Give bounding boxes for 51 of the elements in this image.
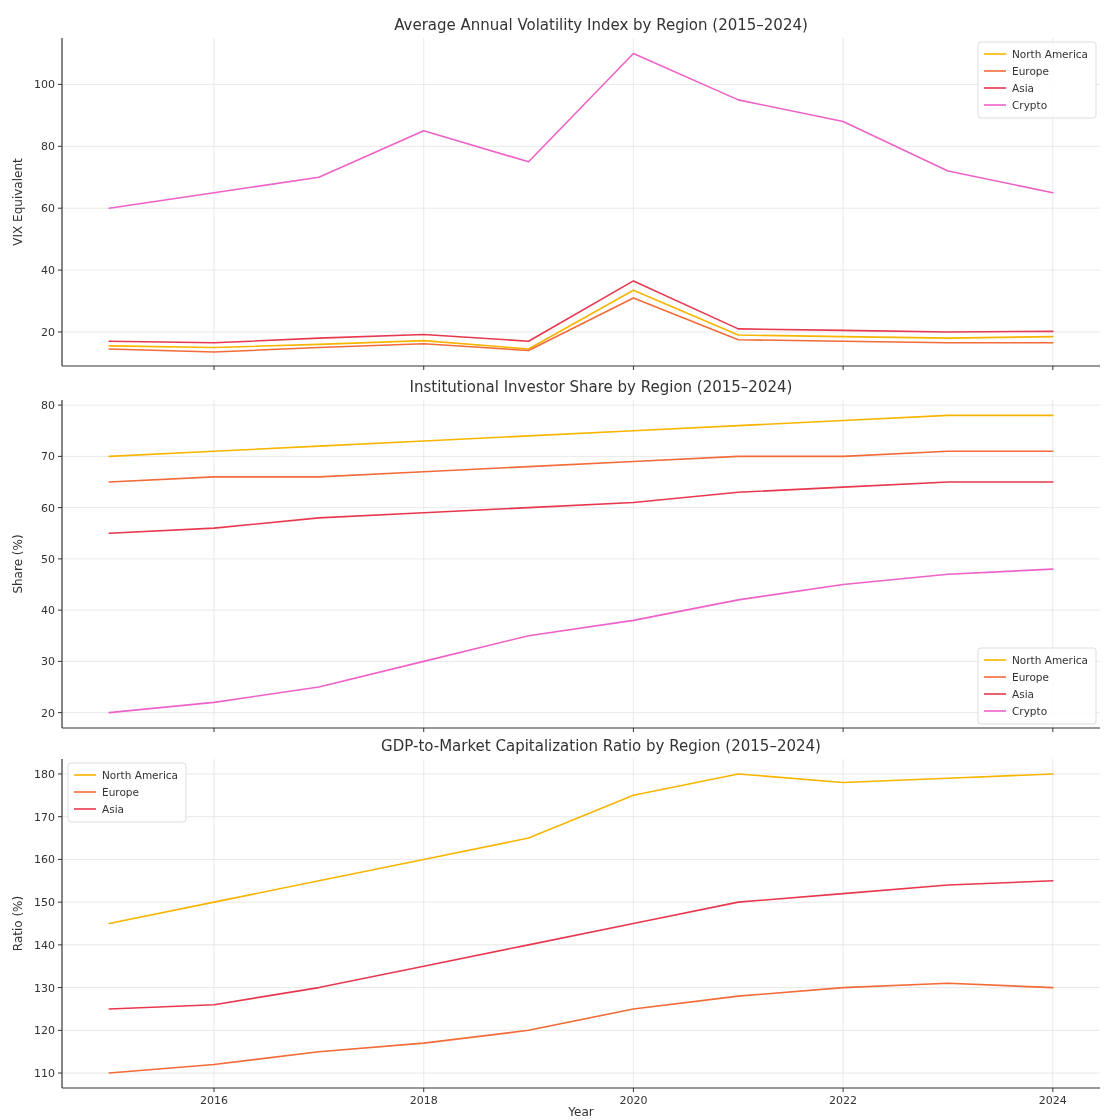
y-tick-label: 130 [34, 981, 55, 995]
y-tick-label: 100 [34, 78, 55, 92]
line-series [108, 879, 1054, 1010]
chart-title: Average Annual Volatility Index by Region (2015–2024) [394, 16, 808, 34]
y-tick-label: 80 [41, 140, 55, 154]
chart-title: Institutional Investor Share by Region (2015–2024) [409, 378, 793, 396]
y-tick-label: 60 [41, 501, 55, 515]
x-tick-label: 2020 [619, 1094, 648, 1107]
legend-label: Europe [1012, 671, 1049, 683]
y-tick-label: 20 [41, 706, 55, 720]
y-tick-label: 140 [34, 938, 55, 952]
y-tick-label: 50 [41, 552, 55, 566]
y-tick-label: 60 [41, 202, 55, 216]
y-tick-label: 40 [41, 604, 55, 618]
legend-label: Europe [1012, 65, 1049, 77]
x-tick-label: 2022 [829, 1094, 858, 1107]
y-tick-label: 150 [34, 896, 55, 910]
legend-label: Crypto [1012, 99, 1048, 111]
legend-label: Asia [1012, 82, 1035, 94]
line-series [108, 289, 1054, 350]
x-tick-label: 2016 [200, 1094, 229, 1107]
y-tick-label: 110 [34, 1067, 55, 1081]
line-series [108, 280, 1054, 344]
line-series [108, 297, 1054, 353]
line-series [108, 414, 1054, 458]
y-tick-label: 80 [41, 399, 55, 413]
y-tick-label: 120 [34, 1024, 55, 1038]
line-series [108, 450, 1054, 483]
legend-label: Europe [102, 786, 139, 798]
y-tick-label: 40 [41, 264, 55, 278]
y-tick-label: 70 [41, 450, 55, 464]
legend-label: North America [102, 769, 179, 781]
y-axis-title: VIX Equivalent [11, 158, 25, 246]
y-tick-label: 30 [41, 655, 55, 669]
line-series [108, 481, 1054, 535]
y-tick-label: 170 [34, 810, 55, 824]
legend-label: Asia [102, 803, 125, 815]
legend-label: Crypto [1012, 705, 1048, 717]
y-axis-title: Share (%) [11, 534, 25, 594]
y-tick-label: 20 [41, 325, 55, 339]
chart-title: GDP-to-Market Capitalization Ratio by Region (2015–2024) [381, 737, 821, 755]
legend-label: North America [1012, 654, 1089, 666]
y-tick-label: 160 [34, 853, 55, 867]
line-series [108, 982, 1054, 1074]
y-axis-title: Ratio (%) [11, 895, 25, 952]
legend-label: North America [1012, 48, 1089, 60]
legend-label: Asia [1012, 688, 1035, 700]
x-tick-label: 2024 [1038, 1094, 1067, 1107]
x-tick-label: 2018 [409, 1094, 438, 1107]
x-axis-title: Year [567, 1105, 594, 1119]
y-tick-label: 180 [34, 767, 55, 781]
